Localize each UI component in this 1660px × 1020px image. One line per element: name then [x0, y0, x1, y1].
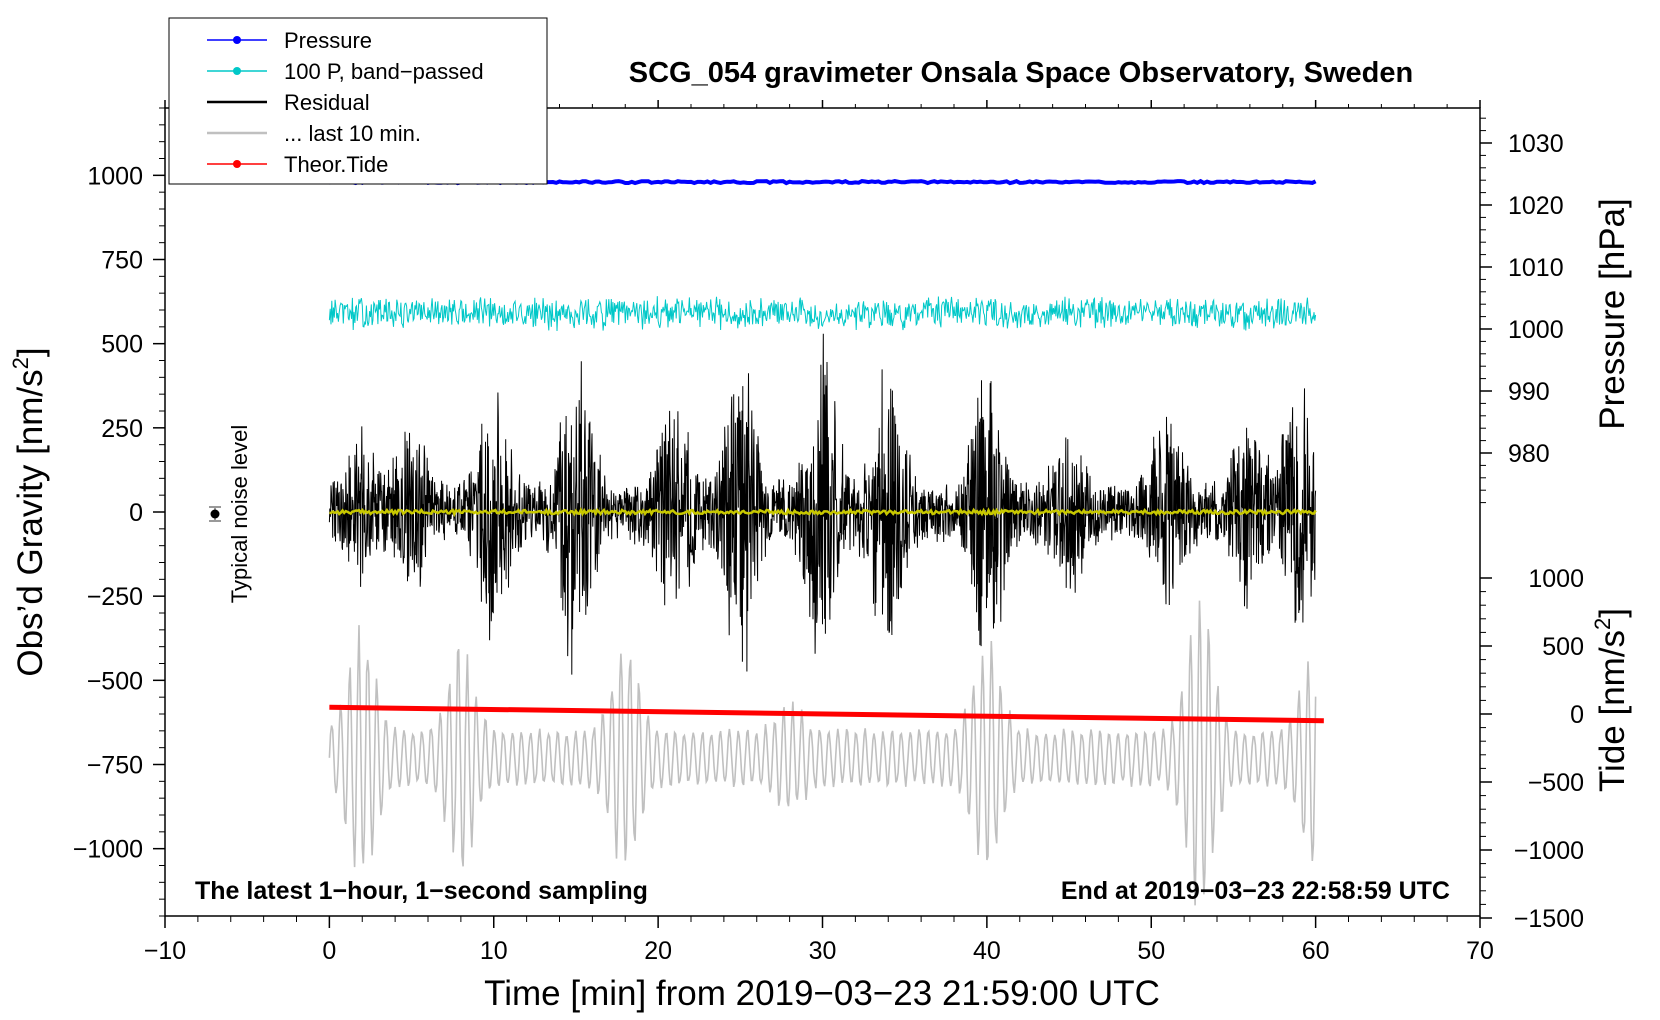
- y-axis-title-tide-main: Tide [nm/s: [1593, 630, 1632, 792]
- y-tick-label-5: −250: [87, 583, 143, 611]
- y-tick-label-7: −750: [87, 752, 143, 780]
- legend-swatch-tide-dot: [233, 160, 241, 168]
- x-tick-label-8: 70: [1466, 937, 1494, 965]
- tide-tick-label-3: −500: [1528, 769, 1584, 797]
- y-tick-label-1: 750: [101, 247, 143, 275]
- series-layer: [328, 178, 1324, 906]
- pressure-tick-label-2: 1010: [1508, 254, 1564, 282]
- y-tick-label-6: −500: [87, 667, 143, 695]
- legend-label-last10: ... last 10 min.: [284, 121, 421, 146]
- annotation-sampling: The latest 1−hour, 1−second sampling: [195, 877, 648, 905]
- series-bandpassed-residual-line: [329, 506, 1317, 518]
- series-last10min-line: [328, 600, 1317, 906]
- legend-label-tide: Theor.Tide: [284, 152, 388, 177]
- x-tick-label-2: 10: [480, 937, 508, 965]
- y-tick-label-4: 0: [129, 499, 143, 527]
- y-axis-title-pressure: Pressure [hPa]: [1593, 198, 1632, 430]
- pressure-tick-label-0: 1030: [1508, 130, 1564, 158]
- tide-tick-label-2: 0: [1570, 701, 1584, 729]
- y-axis-title-tide-sup: 2: [1590, 618, 1615, 630]
- axes-layer: −10 0 10 20 30 40 50 60 7010007505002500−250−500…: [73, 100, 1584, 965]
- y-axis-title-left-main: Obs’d Gravity [nm/s: [11, 369, 50, 676]
- noise-point: [210, 509, 220, 519]
- y-axis-title-tide: Tide [nm/s2]: [1590, 608, 1632, 792]
- series-theor-tide-line: [329, 704, 1324, 724]
- y-axis-title-left-sup: 2: [8, 357, 33, 369]
- chart-title: SCG_054 gravimeter Onsala Space Observat…: [629, 57, 1413, 89]
- y-tick-label-2: 500: [101, 331, 143, 359]
- legend: Pressure 100 P, band−passed Residual ...…: [168, 17, 548, 185]
- series-bandpassed-pressure-line: [328, 296, 1317, 332]
- tide-tick-label-5: −1500: [1514, 905, 1584, 933]
- tide-tick-label-0: 1000: [1528, 565, 1584, 593]
- y-axis-title-left-end: ]: [11, 347, 50, 357]
- x-tick-label-1: 0: [322, 937, 336, 965]
- pressure-tick-label-4: 990: [1508, 378, 1550, 406]
- legend-swatch-bandpassed-dot: [233, 67, 241, 75]
- pressure-tick-label-1: 1020: [1508, 192, 1564, 220]
- noise-label: Typical noise level: [227, 425, 252, 604]
- series-residual-line: [328, 333, 1317, 675]
- noise-marker: Typical noise level: [209, 425, 252, 604]
- pressure-tick-label-3: 1000: [1508, 316, 1564, 344]
- y-tick-label-0: 1000: [87, 162, 143, 190]
- pressure-tick-label-5: 980: [1508, 440, 1550, 468]
- y-axis-title-tide-end: ]: [1593, 608, 1632, 618]
- tide-tick-label-1: 500: [1542, 633, 1584, 661]
- x-tick-label-5: 40: [973, 937, 1001, 965]
- legend-swatch-pressure-dot: [233, 36, 241, 44]
- x-tick-label-4: 30: [809, 937, 837, 965]
- x-tick-label-0: −10: [144, 937, 186, 965]
- legend-label-residual: Residual: [284, 90, 370, 115]
- legend-label-pressure: Pressure: [284, 28, 372, 53]
- y-tick-label-3: 250: [101, 415, 143, 443]
- annotation-end-time: End at 2019−03−23 22:58:59 UTC: [1061, 877, 1450, 905]
- x-axis-title: Time [min] from 2019−03−23 21:59:00 UTC: [484, 974, 1160, 1013]
- legend-label-bandpassed: 100 P, band−passed: [284, 59, 484, 84]
- tide-tick-label-4: −1000: [1514, 837, 1584, 865]
- y-tick-label-8: −1000: [73, 836, 143, 864]
- y-axis-title-left: Obs’d Gravity [nm/s2]: [8, 347, 50, 676]
- x-tick-label-7: 60: [1302, 937, 1330, 965]
- x-tick-label-3: 20: [644, 937, 672, 965]
- x-tick-label-6: 50: [1137, 937, 1165, 965]
